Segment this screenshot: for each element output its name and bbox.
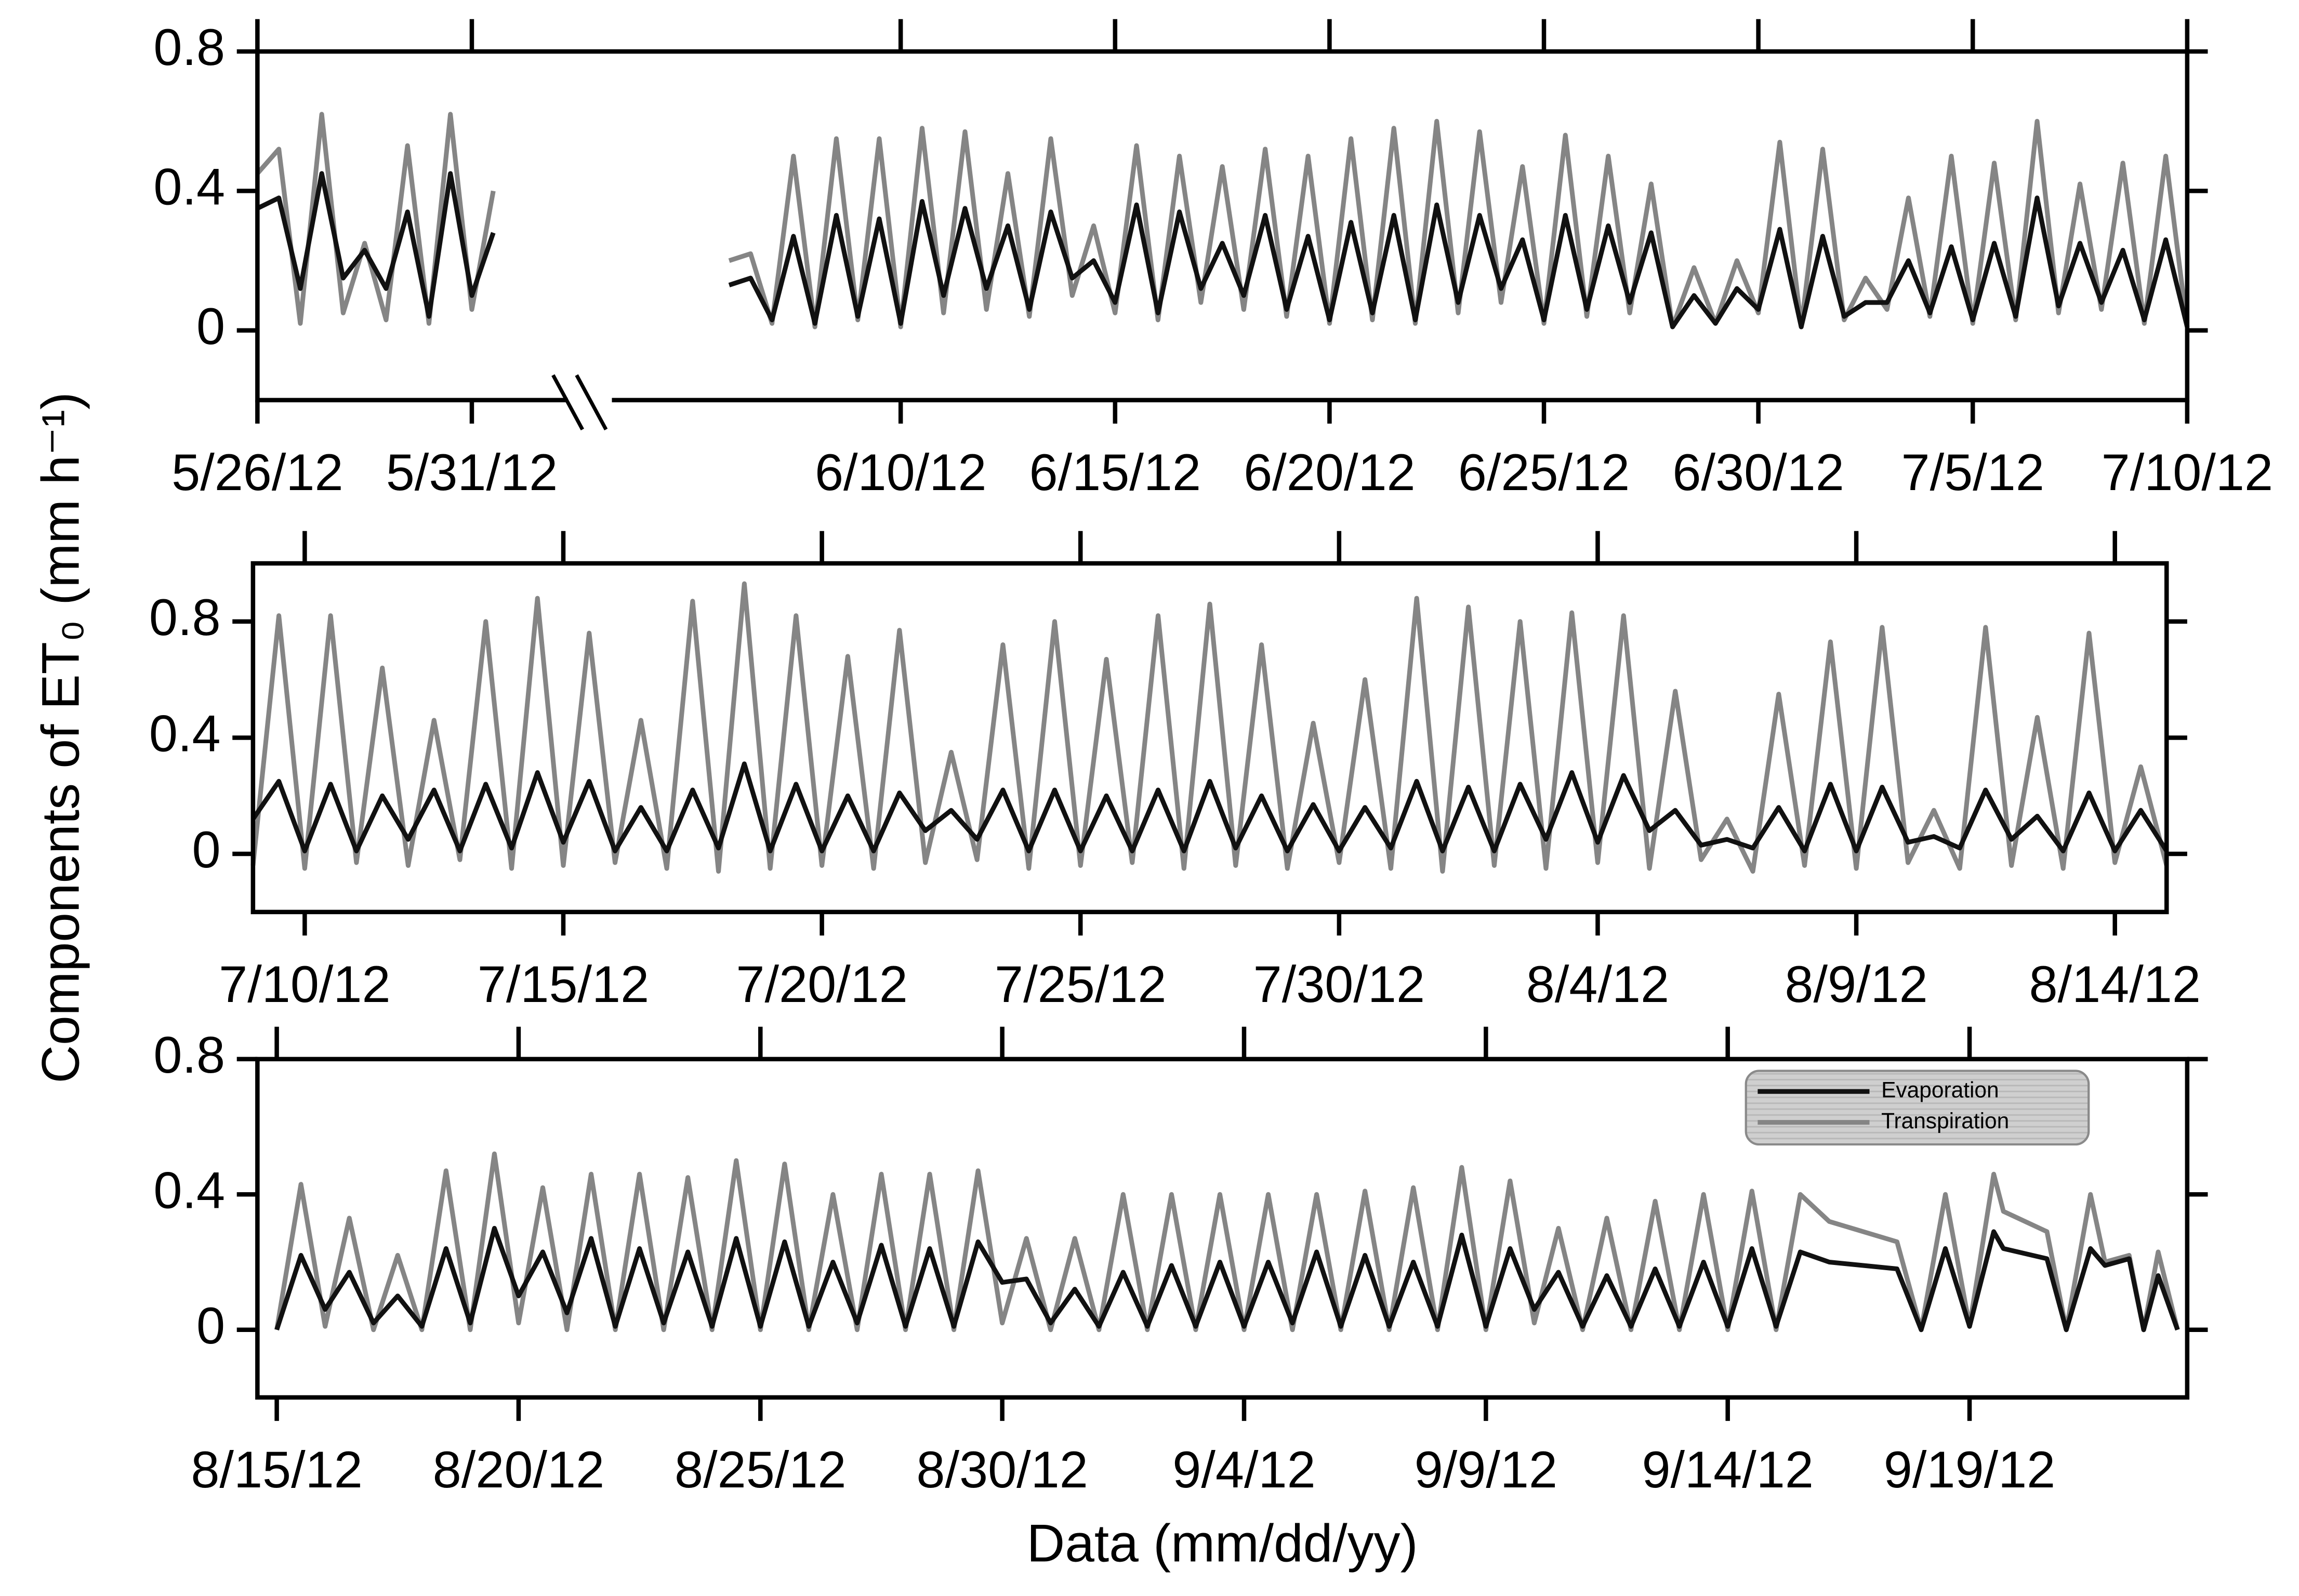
axis-break-mark: [575, 374, 608, 431]
series-line: [256, 171, 2190, 329]
x-axis-label: Data (mm/dd/yy): [1027, 1514, 1418, 1573]
panel: 0 0.4 0.8 5/26/12 5/31/12 6/10/12 6/15/12 6/20/…: [153, 18, 2273, 501]
x-tick-label: 6/15/12: [1029, 443, 1201, 501]
x-tick-label: 9/9/12: [1415, 1441, 1557, 1498]
legend-label: Evaporation: [1881, 1077, 1999, 1102]
x-tick-label: 5/26/12: [171, 443, 343, 501]
x-tick-label: 8/4/12: [1526, 955, 1669, 1013]
x-tick-label: 7/25/12: [995, 955, 1166, 1013]
y-axis-label: Components of ET₀ (mm h⁻¹): [31, 392, 90, 1083]
series-line: [251, 761, 2169, 853]
x-tick-label: 8/9/12: [1785, 955, 1927, 1013]
x-tick-label: 6/25/12: [1458, 443, 1630, 501]
y-tick-label: 0.4: [153, 1161, 225, 1219]
panel: 0 0.4 0.8 8/15/12 8/20/12 8/25/12 8/30/12 9/4/1…: [153, 1026, 2208, 1498]
y-tick-label: 0.4: [153, 158, 225, 216]
y-tick-label: 0.8: [149, 588, 221, 646]
x-tick-label: 9/14/12: [1642, 1441, 1813, 1498]
plot-frame: [255, 49, 2190, 403]
legend-label: Transpiration: [1881, 1109, 2009, 1133]
x-tick-label: 5/31/12: [386, 443, 558, 501]
series-line: [250, 581, 2169, 874]
legend: Evaporation Transpiration: [1745, 1070, 2090, 1146]
y-tick-label: 0: [196, 1297, 225, 1354]
x-tick-label: 9/19/12: [1884, 1441, 2055, 1498]
series-line: [274, 1225, 2180, 1333]
x-tick-label: 8/30/12: [916, 1441, 1088, 1498]
axis-break-mark: [551, 374, 584, 431]
x-tick-label: 6/20/12: [1244, 443, 1415, 501]
x-tick-label: 7/20/12: [736, 955, 907, 1013]
x-tick-label: 8/25/12: [675, 1441, 846, 1498]
series-line: [274, 1151, 2180, 1333]
y-tick-label: 0.8: [153, 1026, 225, 1084]
x-tick-label: 7/10/12: [219, 955, 390, 1013]
x-tick-label: 8/20/12: [433, 1441, 604, 1498]
y-tick-label: 0: [192, 821, 220, 878]
x-tick-label: 8/15/12: [191, 1441, 362, 1498]
y-tick-label: 0.4: [149, 705, 221, 762]
plot-frame: [255, 1057, 2190, 1400]
x-tick-label: 6/10/12: [815, 443, 986, 501]
axis-break: [551, 374, 612, 431]
x-tick-label: 7/5/12: [1901, 443, 2044, 501]
series-line: [255, 112, 2190, 329]
panel: 0 0.4 0.8 7/10/12 7/15/12 7/20/12 7/25/12 7/30/…: [149, 531, 2201, 1013]
x-tick-label: 6/30/12: [1672, 443, 1844, 501]
x-tick-label: 7/15/12: [478, 955, 649, 1013]
x-tick-label: 7/10/12: [2102, 443, 2273, 501]
x-tick-label: 9/4/12: [1172, 1441, 1315, 1498]
x-tick-label: 8/14/12: [2029, 955, 2200, 1013]
y-tick-label: 0.8: [153, 18, 225, 76]
x-tick-label: 7/30/12: [1253, 955, 1425, 1013]
y-tick-label: 0: [196, 297, 225, 355]
